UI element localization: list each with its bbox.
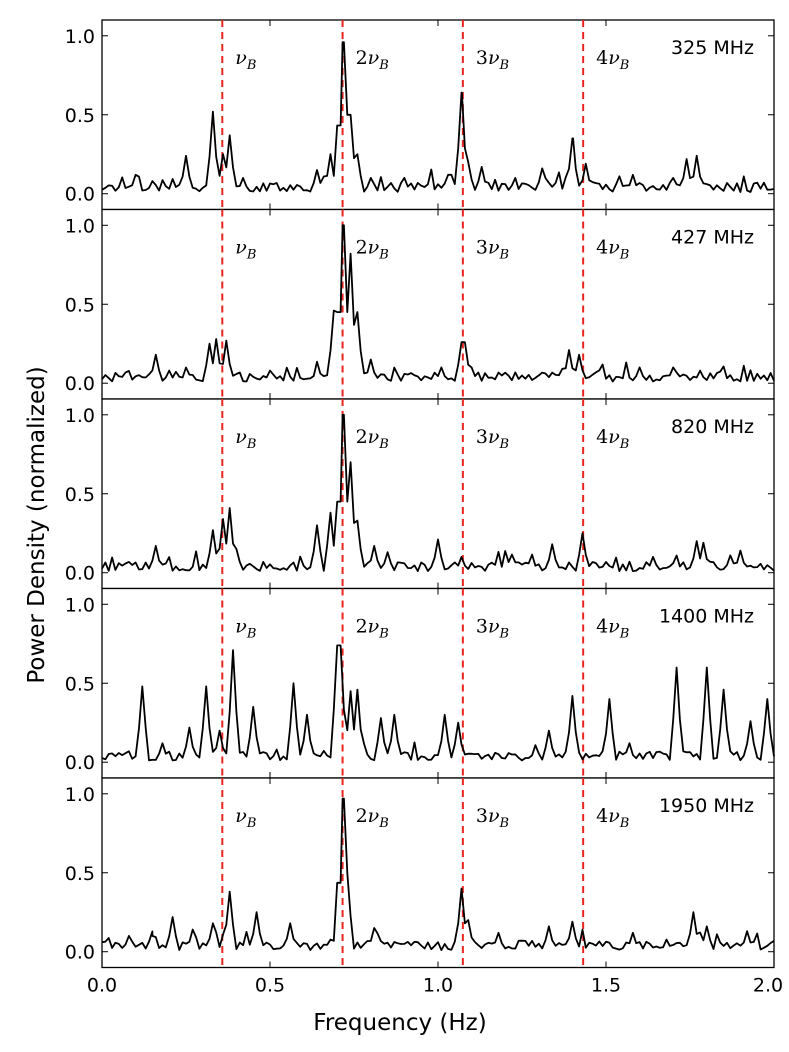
panel-4: 0.0 0.5 1.0 νB 2νB 3νB 4νB 1400 MHz (65, 587, 775, 779)
harmonic-label: 3νB (476, 426, 509, 452)
harmonic-label: 3νB (476, 237, 509, 263)
x-tick-label: 1.5 (591, 975, 621, 997)
harmonic-label: 3νB (476, 616, 509, 642)
panel-frame (101, 777, 775, 969)
harmonic-label: νB (235, 426, 256, 452)
harmonic-label: 4νB (596, 47, 629, 73)
harmonic-label: νB (235, 237, 256, 263)
harmonic-label: 3νB (476, 47, 509, 73)
harmonic-label: νB (235, 616, 256, 642)
harmonic-label: 4νB (596, 237, 629, 263)
y-tick-label: 0.0 (65, 563, 95, 585)
harmonic-label: 2νB (356, 805, 389, 831)
x-tick-labels: 0.0 0.5 1.0 1.5 2.0 (87, 975, 783, 997)
y-tick-label: 0.5 (65, 105, 95, 127)
y-tick-label: 1.0 (65, 26, 95, 48)
x-tick-label: 0.0 (87, 975, 117, 997)
y-tick-label: 0.0 (65, 752, 95, 774)
y-tick-label: 1.0 (65, 594, 95, 616)
spectrum-line (101, 41, 775, 193)
y-tick-label: 1.0 (65, 215, 95, 237)
harmonic-label: 2νB (356, 616, 389, 642)
harmonic-label: 4νB (596, 426, 629, 452)
frequency-label: 325 MHz (671, 37, 754, 59)
x-tick-label: 2.0 (753, 975, 783, 997)
harmonic-label: 2νB (356, 237, 389, 263)
harmonic-label: νB (235, 47, 256, 73)
harmonic-label: νB (235, 805, 256, 831)
frequency-label: 1950 MHz (659, 795, 754, 817)
y-tick-label: 0.0 (65, 373, 95, 395)
frequency-label: 1400 MHz (659, 606, 754, 628)
spectrum-line (101, 413, 775, 572)
panel-2: 0.0 0.5 1.0 νB 2νB 3νB 4νB 427 MHz (65, 208, 775, 400)
panel-5: 0.0 0.5 1.0 νB 2νB 3νB 4νB 1950 MHz (65, 777, 775, 969)
harmonic-label: 4νB (596, 805, 629, 831)
frequency-label: 427 MHz (671, 227, 754, 249)
x-tick-label: 1.0 (423, 975, 453, 997)
frequency-label: 820 MHz (671, 416, 754, 438)
y-tick-label: 1.0 (65, 405, 95, 427)
y-tick-label: 0.5 (65, 863, 95, 885)
panel-frame (101, 587, 775, 779)
x-tick-label: 0.5 (255, 975, 285, 997)
spectrum-line (101, 644, 775, 762)
harmonic-label: 4νB (596, 616, 629, 642)
spectrum-line (101, 224, 775, 383)
y-tick-label: 0.0 (65, 184, 95, 206)
panel-1: 0.0 0.5 1.0 νB 2νB 3νB 4νB 325 MHz (65, 19, 775, 211)
spectrum-line (101, 797, 775, 951)
panels: 0.0 0.5 1.0 νB 2νB 3νB 4νB 325 MHz 0.0 0.5 1.0 νB 2ν… (65, 19, 775, 969)
panel-3: 0.0 0.5 1.0 νB 2νB 3νB 4νB 820 MHz (65, 398, 775, 590)
y-tick-label: 1.0 (65, 784, 95, 806)
x-axis-label: Frequency (Hz) (313, 1010, 486, 1036)
y-tick-label: 0.5 (65, 484, 95, 506)
y-tick-label: 0.5 (65, 294, 95, 316)
harmonic-label: 2νB (356, 426, 389, 452)
y-tick-label: 0.5 (65, 673, 95, 695)
y-axis-label: Power Density (normalized) (24, 366, 50, 683)
harmonic-label: 3νB (476, 805, 509, 831)
y-tick-label: 0.0 (65, 942, 95, 964)
harmonic-label: 2νB (356, 47, 389, 73)
